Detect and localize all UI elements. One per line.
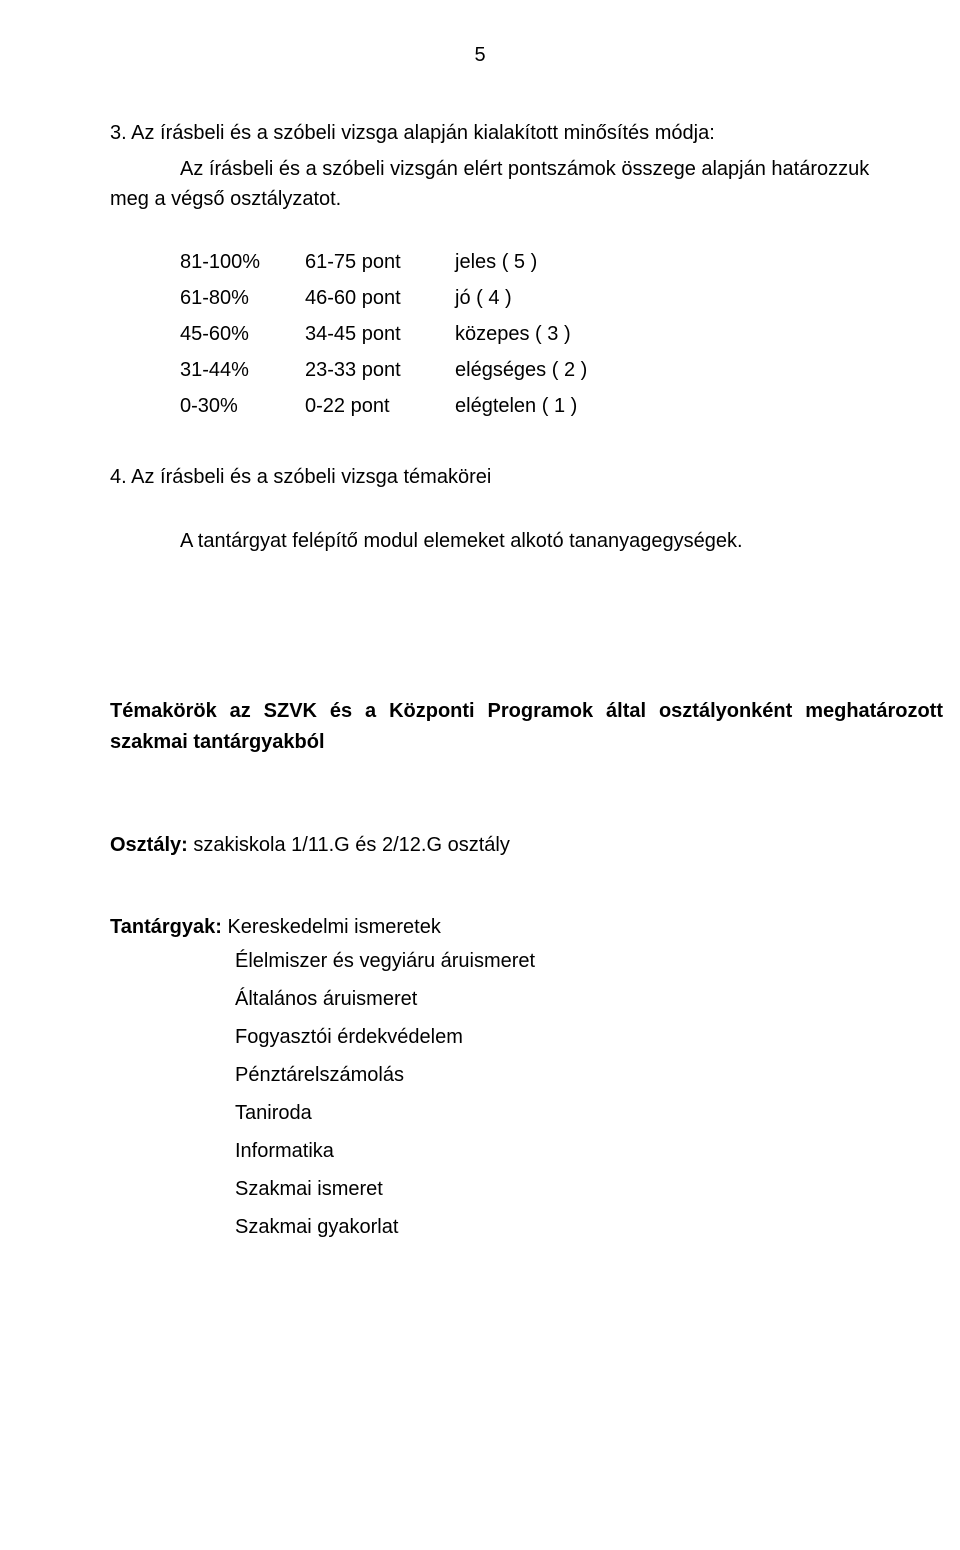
section-3-heading: 3. Az írásbeli és a szóbeli vizsga alapj…	[110, 118, 940, 148]
topics-heading: Témakörök az SZVK és a Központi Programo…	[110, 696, 943, 758]
grade-label: közepes ( 3 )	[455, 316, 571, 352]
grade-label: jeles ( 5 )	[455, 244, 537, 280]
subjects-first-line: Tantárgyak: Kereskedelmi ismeretek	[110, 912, 940, 942]
subjects-label: Tantárgyak:	[110, 916, 222, 938]
subjects-first: Kereskedelmi ismeretek	[222, 916, 441, 938]
grade-pct: 31-44%	[180, 352, 305, 388]
grade-table: 81-100% 61-75 pont jeles ( 5 ) 61-80% 46…	[180, 244, 940, 424]
section-3-line1: Az írásbeli és a szóbeli vizsgán elért p…	[180, 154, 940, 184]
subject-item: Informatika	[235, 1132, 940, 1170]
grade-label: elégtelen ( 1 )	[455, 388, 577, 424]
subject-item: Általános áruismeret	[235, 980, 940, 1018]
page-number: 5	[20, 40, 940, 70]
grade-pts: 61-75 pont	[305, 244, 455, 280]
subject-item: Pénztárelszámolás	[235, 1056, 940, 1094]
grade-row: 0-30% 0-22 pont elégtelen ( 1 )	[180, 388, 940, 424]
grade-row: 45-60% 34-45 pont közepes ( 3 )	[180, 316, 940, 352]
grade-pct: 81-100%	[180, 244, 305, 280]
grade-label: jó ( 4 )	[455, 280, 512, 316]
grade-pct: 61-80%	[180, 280, 305, 316]
grade-row: 31-44% 23-33 pont elégséges ( 2 )	[180, 352, 940, 388]
section-3-line2: meg a végső osztályzatot.	[110, 184, 940, 214]
grade-pts: 46-60 pont	[305, 280, 455, 316]
subject-item: Taniroda	[235, 1094, 940, 1132]
section-4-heading: 4. Az írásbeli és a szóbeli vizsga témak…	[110, 462, 940, 492]
section-4-body: A tantárgyat felépítő modul elemeket alk…	[180, 526, 940, 556]
class-line: Osztály: szakiskola 1/11.G és 2/12.G osz…	[110, 830, 940, 860]
grade-row: 61-80% 46-60 pont jó ( 4 )	[180, 280, 940, 316]
grade-row: 81-100% 61-75 pont jeles ( 5 )	[180, 244, 940, 280]
class-label: Osztály:	[110, 834, 188, 856]
grade-pts: 0-22 pont	[305, 388, 455, 424]
grade-label: elégséges ( 2 )	[455, 352, 587, 388]
grade-pct: 45-60%	[180, 316, 305, 352]
subject-item: Élelmiszer és vegyiáru áruismeret	[235, 942, 940, 980]
class-value: szakiskola 1/11.G és 2/12.G osztály	[188, 834, 510, 856]
grade-pts: 23-33 pont	[305, 352, 455, 388]
grade-pts: 34-45 pont	[305, 316, 455, 352]
subject-item: Szakmai gyakorlat	[235, 1208, 940, 1246]
subjects-list: Élelmiszer és vegyiáru áruismeret Általá…	[235, 942, 940, 1246]
subject-item: Fogyasztói érdekvédelem	[235, 1018, 940, 1056]
grade-pct: 0-30%	[180, 388, 305, 424]
subject-item: Szakmai ismeret	[235, 1170, 940, 1208]
